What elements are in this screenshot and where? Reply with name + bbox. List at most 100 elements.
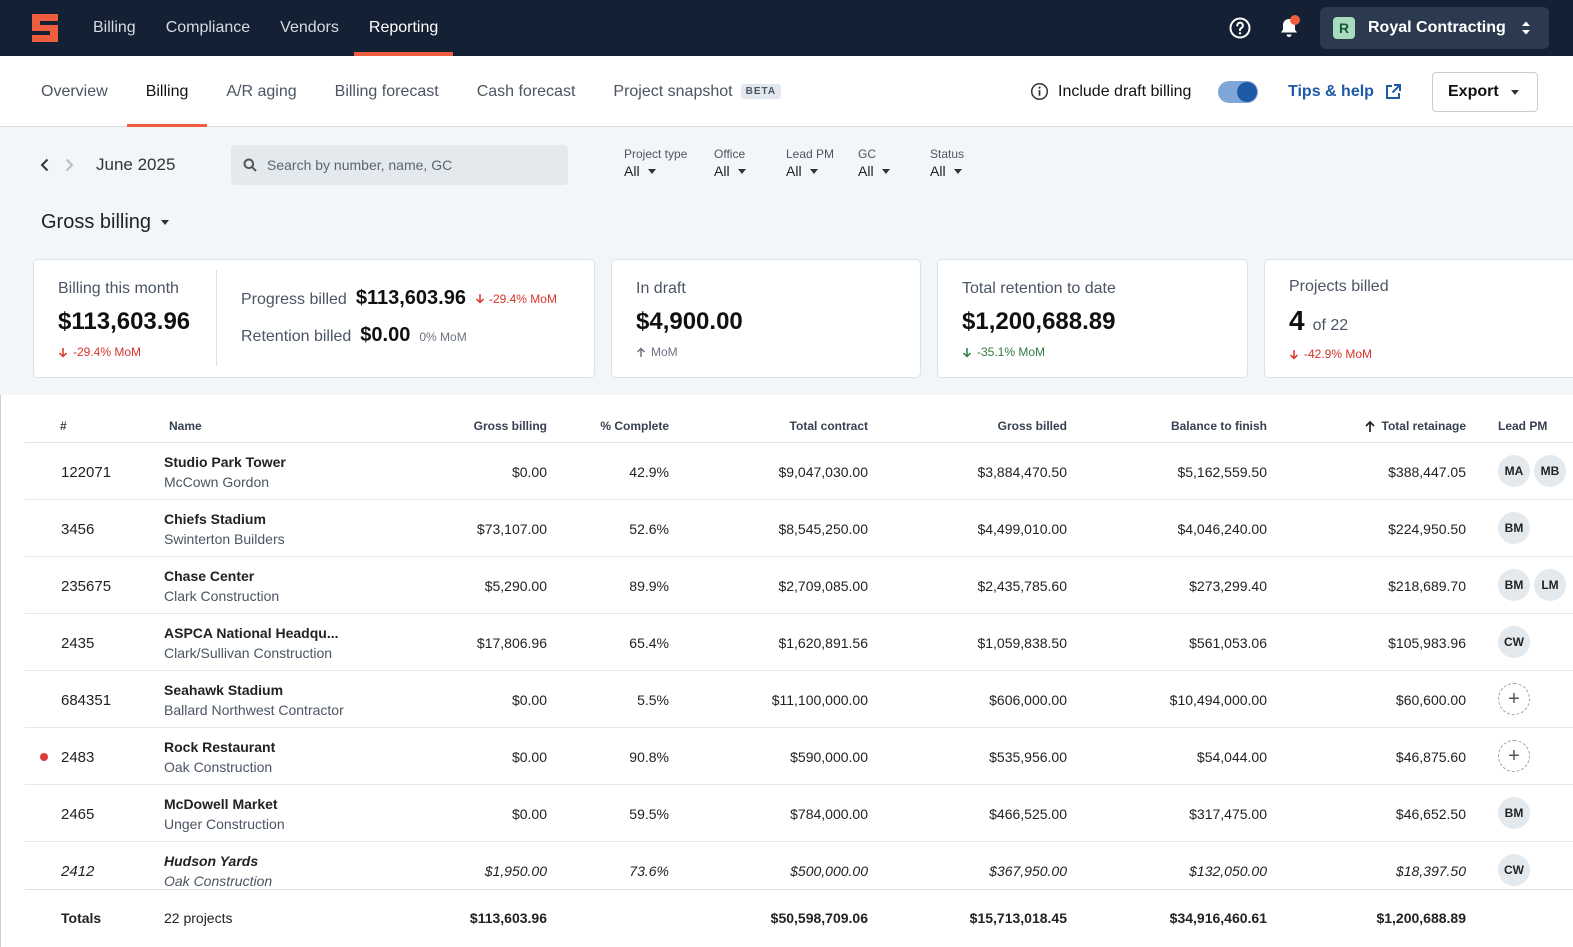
col-lead-pm[interactable]: Lead PM — [1498, 419, 1548, 433]
lead-pm-avatar[interactable]: BM — [1498, 569, 1530, 601]
tab-cash-forecast[interactable]: Cash forecast — [476, 82, 576, 100]
sort-ascending-icon — [1364, 420, 1375, 432]
add-lead-pm-button[interactable]: + — [1498, 683, 1530, 715]
totals-gross-billed: $15,713,018.45 — [969, 910, 1067, 926]
cell-gc-name: Clark Construction — [164, 588, 280, 604]
cell-project-name[interactable]: Rock Restaurant — [164, 739, 276, 755]
cell-gross-billed: $535,956.00 — [989, 749, 1067, 765]
col-gross-billed[interactable]: Gross billed — [997, 419, 1067, 433]
app-logo-icon[interactable] — [28, 12, 62, 44]
cell-gross-billing: $17,806.96 — [476, 635, 547, 651]
prev-month-icon[interactable] — [37, 157, 53, 173]
nav-billing[interactable]: Billing — [93, 19, 136, 36]
table-row[interactable]: 3456 Chiefs Stadium Swinterton Builders $73… — [25, 500, 1573, 557]
card-value: $1,200,688.89 — [962, 308, 1116, 335]
cell-project-name[interactable]: Chase Center — [164, 568, 255, 584]
search-input[interactable] — [267, 157, 557, 173]
switch-chevrons-icon — [1522, 21, 1530, 35]
filter-lead-pm[interactable]: Lead PM All — [786, 147, 834, 179]
col-total-contract[interactable]: Total contract — [789, 419, 868, 433]
project-search[interactable] — [231, 145, 568, 185]
caret-down-icon — [881, 168, 890, 174]
projects-billed-card: Projects billed 4 of 22 -42.9% MoM — [1264, 259, 1573, 378]
tab-billing-forecast[interactable]: Billing forecast — [334, 82, 439, 100]
col-number[interactable]: # — [60, 419, 67, 433]
nav-compliance[interactable]: Compliance — [165, 19, 251, 36]
lead-pm-avatar[interactable]: CW — [1498, 854, 1530, 886]
tab-billing[interactable]: Billing — [126, 56, 208, 127]
primary-nav: Billing Compliance Vendors Reporting — [78, 0, 454, 56]
lead-pm-avatar[interactable]: BM — [1498, 797, 1530, 829]
totals-projects: 22 projects — [164, 910, 233, 926]
cell-project-number: 235675 — [61, 578, 112, 595]
filter-project-type[interactable]: Project type All — [624, 147, 687, 179]
cell-project-number: 2412 — [61, 863, 95, 880]
table-row[interactable]: 122071 Studio Park Tower McCown Gordon $0.0… — [25, 443, 1573, 500]
tab-project-snapshot[interactable]: Project snapshot BETA — [594, 56, 800, 127]
cell-gc-name: Oak Construction — [164, 759, 273, 775]
metric-selector[interactable]: Gross billing — [41, 211, 170, 234]
filter-value: All — [714, 163, 730, 179]
cell-project-number: 2435 — [61, 635, 95, 652]
table-row[interactable]: 235675 Chase Center Clark Construction $5,2… — [25, 557, 1573, 614]
search-icon — [243, 158, 257, 172]
cell-project-number: 3456 — [61, 521, 95, 538]
table-row[interactable]: 2465 McDowell Market Unger Construction $0.… — [25, 785, 1573, 842]
info-icon[interactable] — [1030, 82, 1049, 101]
tab-overview[interactable]: Overview — [41, 82, 108, 100]
cell-total-retainage: $60,600.00 — [1395, 692, 1466, 708]
cell-project-name[interactable]: Seahawk Stadium — [164, 682, 284, 698]
col-total-retainage[interactable]: Total retainage — [1364, 419, 1466, 433]
tips-help-link[interactable]: Tips & help — [1288, 56, 1402, 127]
cell-balance-to-finish: $10,494,000.00 — [1169, 692, 1267, 708]
cell-total-retainage: $218,689.70 — [1388, 578, 1466, 594]
card-delta: MoM — [636, 345, 678, 359]
lead-pm-avatar[interactable]: MA — [1498, 455, 1530, 487]
filter-label: Project type — [624, 147, 688, 161]
col-balance-to-finish[interactable]: Balance to finish — [1170, 419, 1267, 433]
lead-pm-avatar[interactable]: LM — [1534, 569, 1566, 601]
col-percent-complete[interactable]: % Complete — [600, 419, 669, 433]
add-lead-pm-button[interactable]: + — [1498, 740, 1530, 772]
help-icon[interactable] — [1228, 16, 1252, 40]
company-switcher[interactable]: R Royal Contracting — [1320, 7, 1549, 49]
nav-vendors[interactable]: Vendors — [280, 19, 339, 36]
nav-reporting[interactable]: Reporting — [353, 0, 454, 56]
external-link-icon — [1385, 83, 1401, 99]
lead-pm-avatar[interactable]: MB — [1534, 455, 1566, 487]
notifications-button[interactable] — [1277, 15, 1301, 40]
table-row[interactable]: 2435 ASPCA National Headqu... Clark/Sulliv… — [25, 614, 1573, 671]
caret-down-icon — [953, 168, 962, 174]
top-navigation-bar: Billing Compliance Vendors Reporting R R… — [0, 0, 1573, 56]
next-month-icon[interactable] — [61, 157, 77, 173]
col-gross-billing[interactable]: Gross billing — [473, 419, 547, 433]
include-draft-toggle[interactable] — [1218, 81, 1258, 103]
progress-billed-delta: -29.4% MoM — [475, 292, 557, 306]
table-row[interactable]: 684351 Seahawk Stadium Ballard Northwest C… — [25, 671, 1573, 728]
table-row[interactable]: 2483 Rock Restaurant Oak Construction $0.00… — [25, 728, 1573, 785]
filter-gc[interactable]: GC All — [858, 147, 890, 179]
cell-gc-name: Clark/Sullivan Construction — [164, 645, 333, 661]
card-delta-text: MoM — [651, 345, 678, 359]
filter-status[interactable]: Status All — [930, 147, 964, 179]
lead-pm-avatar[interactable]: CW — [1498, 626, 1530, 658]
cell-project-name[interactable]: ASPCA National Headqu... — [164, 625, 339, 641]
company-avatar: R — [1333, 17, 1355, 39]
progress-billed-delta-text: -29.4% MoM — [488, 291, 557, 306]
cell-project-name[interactable]: Hudson Yards — [164, 853, 259, 869]
cell-project-name[interactable]: Studio Park Tower — [164, 454, 286, 470]
cell-project-name[interactable]: Chiefs Stadium — [164, 511, 266, 527]
cell-gross-billing: $0.00 — [511, 806, 547, 822]
cell-project-number: 2483 — [61, 749, 95, 766]
export-button[interactable]: Export — [1432, 72, 1538, 112]
col-name[interactable]: Name — [169, 419, 202, 433]
arrow-up-icon — [636, 346, 646, 357]
cell-gross-billing: $1,950.00 — [484, 863, 547, 879]
cell-project-name[interactable]: McDowell Market — [164, 796, 278, 812]
filter-office[interactable]: Office All — [714, 147, 746, 179]
billing-this-month-card: Billing this month $113,603.96 -29.4% Mo… — [33, 259, 595, 378]
lead-pm-avatar[interactable]: BM — [1498, 512, 1530, 544]
tab-ar-aging[interactable]: A/R aging — [226, 82, 297, 100]
retention-billed: Retention billed $0.00 0% MoM — [241, 324, 467, 347]
progress-billed-label: Progress billed — [241, 291, 347, 308]
